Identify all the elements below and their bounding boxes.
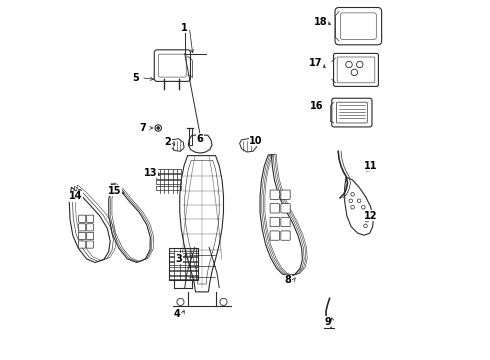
FancyBboxPatch shape xyxy=(87,215,94,222)
FancyBboxPatch shape xyxy=(78,215,86,222)
Text: 11: 11 xyxy=(364,161,377,171)
FancyBboxPatch shape xyxy=(281,231,290,240)
FancyBboxPatch shape xyxy=(87,241,94,248)
FancyBboxPatch shape xyxy=(154,50,191,81)
Text: 9: 9 xyxy=(324,317,331,327)
Text: 12: 12 xyxy=(364,211,377,221)
Text: 13: 13 xyxy=(144,168,158,178)
Bar xyxy=(156,174,181,179)
Text: 1: 1 xyxy=(181,23,187,33)
Text: 10: 10 xyxy=(249,136,263,145)
Bar xyxy=(156,168,181,173)
FancyBboxPatch shape xyxy=(270,204,279,213)
Text: 17: 17 xyxy=(309,58,323,68)
FancyBboxPatch shape xyxy=(281,204,290,213)
FancyBboxPatch shape xyxy=(78,224,86,231)
FancyBboxPatch shape xyxy=(78,241,86,248)
Circle shape xyxy=(157,127,160,130)
FancyBboxPatch shape xyxy=(78,232,86,239)
Text: 15: 15 xyxy=(108,186,122,196)
Text: 18: 18 xyxy=(314,17,327,27)
Bar xyxy=(156,186,181,190)
Text: 14: 14 xyxy=(69,191,82,201)
FancyBboxPatch shape xyxy=(337,102,368,123)
FancyBboxPatch shape xyxy=(87,232,94,239)
FancyBboxPatch shape xyxy=(270,217,279,226)
Bar xyxy=(169,248,198,251)
Bar xyxy=(156,180,181,184)
Bar xyxy=(169,262,198,265)
FancyBboxPatch shape xyxy=(281,217,290,226)
Bar xyxy=(169,276,198,279)
FancyBboxPatch shape xyxy=(334,53,378,86)
FancyBboxPatch shape xyxy=(270,190,279,199)
Text: 2: 2 xyxy=(165,138,172,147)
FancyBboxPatch shape xyxy=(159,54,186,77)
Text: 8: 8 xyxy=(285,275,292,285)
FancyBboxPatch shape xyxy=(87,224,94,231)
FancyBboxPatch shape xyxy=(335,8,382,45)
FancyBboxPatch shape xyxy=(281,190,290,199)
Bar xyxy=(169,248,198,280)
Bar xyxy=(169,267,198,270)
FancyBboxPatch shape xyxy=(341,13,376,40)
Bar xyxy=(169,253,198,256)
FancyBboxPatch shape xyxy=(337,57,375,83)
Bar xyxy=(169,257,198,261)
Text: 3: 3 xyxy=(175,254,182,264)
Text: 6: 6 xyxy=(197,134,203,144)
Bar xyxy=(169,271,198,275)
Text: 4: 4 xyxy=(173,310,180,319)
FancyBboxPatch shape xyxy=(332,98,372,127)
Text: 16: 16 xyxy=(310,102,323,112)
Text: 5: 5 xyxy=(132,73,139,83)
Bar xyxy=(189,128,192,145)
FancyBboxPatch shape xyxy=(270,231,279,240)
Text: 7: 7 xyxy=(140,123,146,133)
